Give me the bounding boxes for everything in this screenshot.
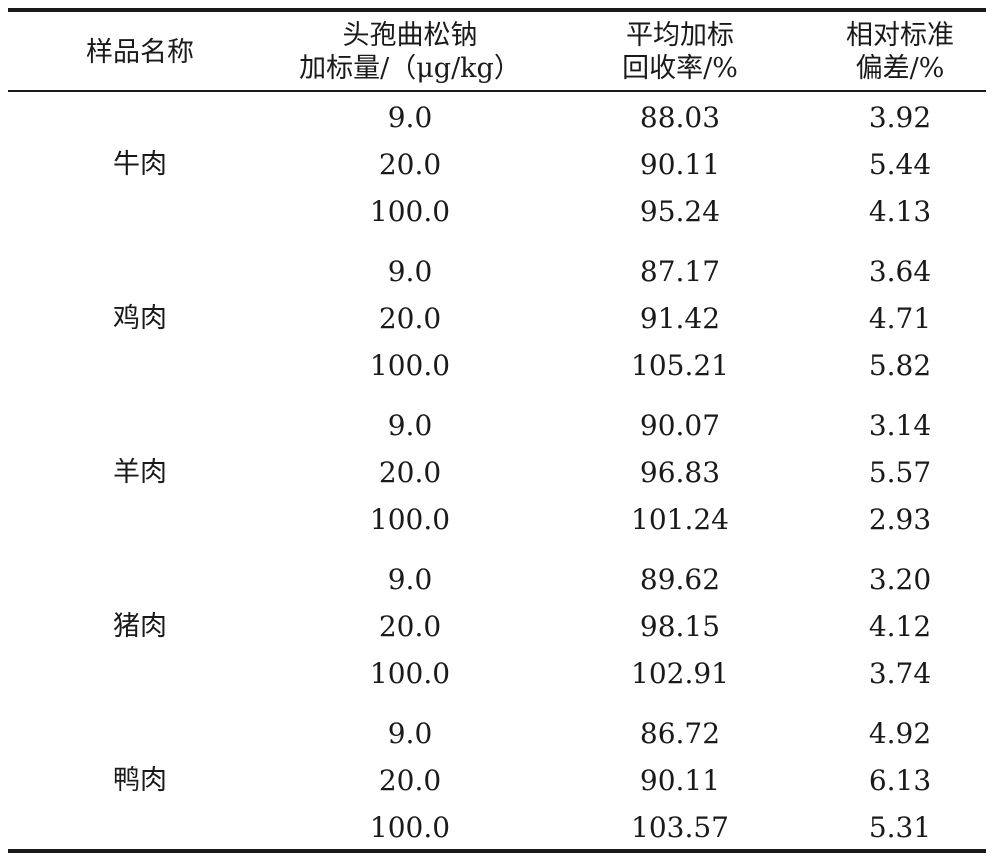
spike-level-cell: 100.0 [369, 503, 451, 536]
average-recovery-cell: 101.24 [631, 503, 729, 536]
header-average-recovery-line1: 平均加标 [626, 20, 734, 51]
sample-name-cell: 鸡肉 [113, 303, 167, 334]
header-rsd-line2: 偏差/% [855, 53, 945, 84]
average-recovery-cell: 96.83 [639, 456, 721, 489]
header-average-recovery-line2: 回收率/% [622, 53, 738, 84]
rsd-cell: 4.12 [868, 610, 932, 643]
rsd-cell: 5.44 [868, 148, 932, 181]
average-recovery-cell: 98.15 [639, 610, 721, 643]
sample-name-cell: 羊肉 [113, 457, 167, 488]
rsd-cell: 2.93 [868, 503, 932, 536]
rsd-cell: 4.92 [868, 717, 932, 750]
table-top-rule [8, 8, 986, 12]
header-sample-name: 样品名称 [40, 18, 240, 86]
sample-name-cell: 牛肉 [113, 149, 167, 180]
average-recovery-cell: 102.91 [631, 657, 729, 690]
sample-name-cell: 鸭肉 [113, 765, 167, 796]
spike-level-cell: 100.0 [369, 811, 451, 844]
header-average-recovery: 平均加标 回收率/% [570, 18, 790, 86]
average-recovery-cell: 90.11 [639, 148, 721, 181]
average-recovery-cell: 87.17 [639, 255, 721, 288]
average-recovery-cell: 105.21 [631, 349, 729, 382]
spike-level-cell: 100.0 [369, 195, 451, 228]
spike-level-cell: 20.0 [378, 610, 442, 643]
spike-level-cell: 9.0 [387, 563, 433, 596]
spike-level-cell: 9.0 [387, 409, 433, 442]
spike-level-cell: 9.0 [387, 101, 433, 134]
rsd-cell: 6.13 [868, 764, 932, 797]
average-recovery-cell: 90.07 [639, 409, 721, 442]
rsd-cell: 3.20 [868, 563, 932, 596]
average-recovery-cell: 95.24 [639, 195, 721, 228]
header-bottom-rule [8, 90, 986, 92]
header-spike-level-line1: 头孢曲松钠 [342, 20, 478, 51]
header-rsd: 相对标准 偏差/% [800, 18, 993, 86]
spike-level-cell: 20.0 [378, 148, 442, 181]
table-bottom-rule [8, 849, 986, 853]
sample-name-cell: 猪肉 [113, 611, 167, 642]
header-spike-level: 头孢曲松钠 加标量/（μg/kg） [290, 18, 530, 86]
header-spike-level-line2: 加标量/（μg/kg） [299, 53, 521, 84]
rsd-cell: 5.57 [868, 456, 932, 489]
rsd-cell: 4.71 [868, 302, 932, 335]
spike-level-cell: 9.0 [387, 255, 433, 288]
rsd-cell: 5.82 [868, 349, 932, 382]
spike-level-cell: 9.0 [387, 717, 433, 750]
average-recovery-cell: 88.03 [639, 101, 721, 134]
rsd-cell: 3.92 [868, 101, 932, 134]
spike-level-cell: 100.0 [369, 657, 451, 690]
rsd-cell: 5.31 [868, 811, 932, 844]
spike-level-cell: 20.0 [378, 764, 442, 797]
average-recovery-cell: 91.42 [639, 302, 721, 335]
average-recovery-cell: 86.72 [639, 717, 721, 750]
header-rsd-line1: 相对标准 [846, 20, 954, 51]
spike-level-cell: 20.0 [378, 302, 442, 335]
rsd-cell: 3.74 [868, 657, 932, 690]
rsd-cell: 3.14 [868, 409, 932, 442]
rsd-cell: 3.64 [868, 255, 932, 288]
spike-level-cell: 20.0 [378, 456, 442, 489]
average-recovery-cell: 103.57 [631, 811, 729, 844]
spike-level-cell: 100.0 [369, 349, 451, 382]
rsd-cell: 4.13 [868, 195, 932, 228]
average-recovery-cell: 90.11 [639, 764, 721, 797]
average-recovery-cell: 89.62 [639, 563, 721, 596]
header-sample-name-label: 样品名称 [86, 36, 194, 68]
